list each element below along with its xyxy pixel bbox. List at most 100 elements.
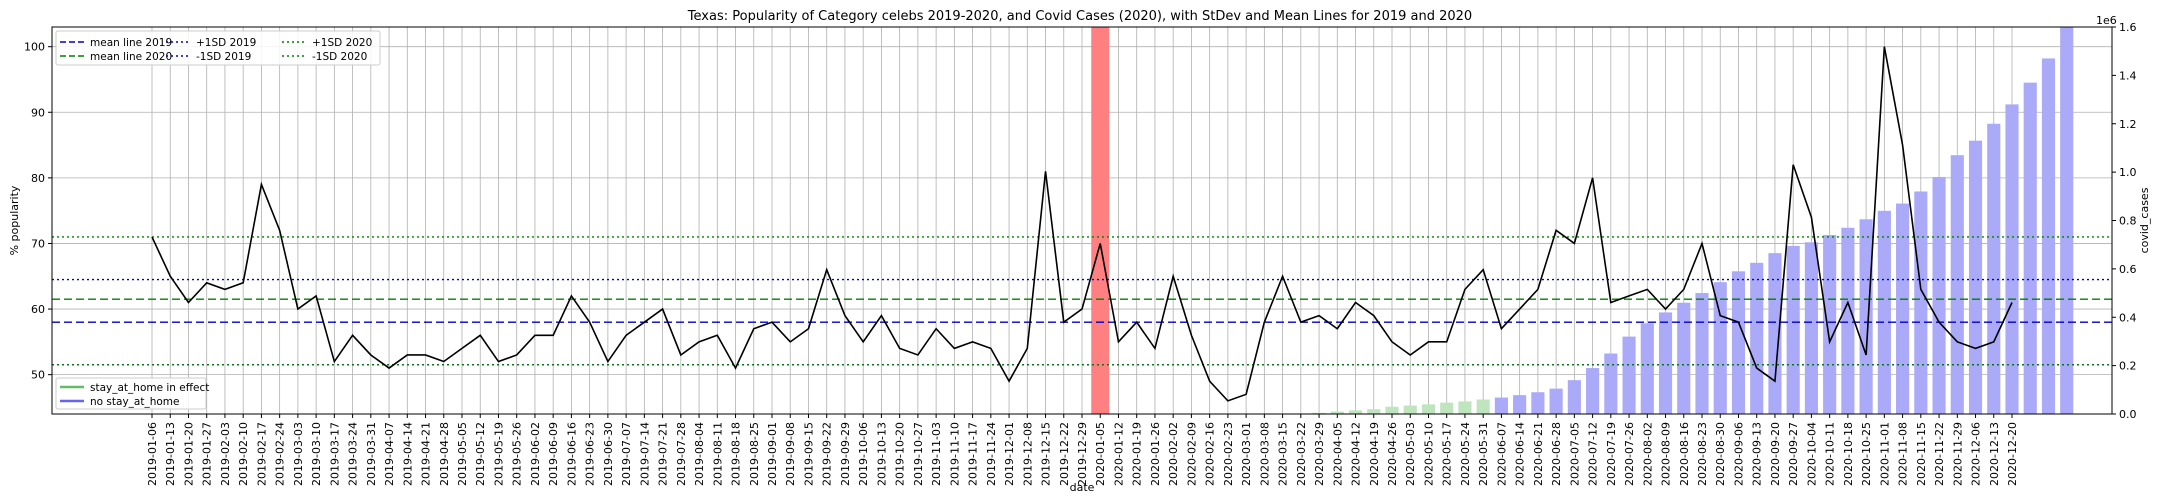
x-tick-label: 2020-10-25 xyxy=(1860,422,1873,486)
x-tick-label: 2019-05-12 xyxy=(474,422,487,486)
covid-cases-bar xyxy=(1312,412,1326,414)
legend-lower: stay_at_home in effect no stay_at_home xyxy=(55,377,209,410)
covid-cases-bar xyxy=(1914,191,1928,414)
x-tick-label: 2019-02-17 xyxy=(255,422,268,486)
x-tick-label: 2020-05-24 xyxy=(1459,422,1472,486)
x-tick-label: 2020-01-05 xyxy=(1094,422,1107,486)
covid-cases-bar xyxy=(1440,402,1454,414)
x-tick-label: 2020-10-11 xyxy=(1824,422,1837,486)
x-tick-label: 2020-06-21 xyxy=(1532,422,1545,486)
covid-cases-bar xyxy=(1586,368,1600,414)
x-tick-label: 2019-03-31 xyxy=(365,422,378,486)
covid-cases-bar xyxy=(1458,401,1472,414)
covid-cases-bar xyxy=(1987,123,2001,414)
x-tick-label: 2019-11-03 xyxy=(930,422,943,486)
x-tick-label: 2020-04-05 xyxy=(1331,422,1344,486)
x-tick-label: 2020-03-15 xyxy=(1277,422,1290,486)
right-axis-multiplier: 1e6 xyxy=(2096,14,2117,27)
x-tick-label: 2020-11-01 xyxy=(1878,422,1891,486)
x-tick-label: 2019-07-28 xyxy=(675,422,688,486)
x-tick-label: 2019-01-20 xyxy=(182,422,195,486)
y-right-tick-label: 0.8 xyxy=(2119,215,2137,228)
x-tick-label: 2020-08-16 xyxy=(1678,422,1691,486)
x-tick-label: 2020-07-19 xyxy=(1605,422,1618,486)
x-tick-label: 2020-11-08 xyxy=(1897,422,1910,486)
highlight-band xyxy=(1091,27,1110,414)
x-tick-label: 2019-06-30 xyxy=(602,422,615,486)
x-tick-label: 2020-11-29 xyxy=(1951,422,1964,486)
x-tick-label: 2020-04-26 xyxy=(1386,422,1399,486)
x-tick-label: 2020-05-03 xyxy=(1404,422,1417,486)
y-left-tick-label: 80 xyxy=(31,172,45,185)
x-tick-label: 2020-08-23 xyxy=(1696,422,1709,486)
covid-cases-bar xyxy=(2005,104,2019,415)
x-tick-label: 2019-03-10 xyxy=(310,422,323,486)
x-tick-label: 2020-09-20 xyxy=(1769,422,1782,486)
x-tick-label: 2019-01-13 xyxy=(164,422,177,486)
x-tick-label: 2019-05-26 xyxy=(511,422,524,486)
x-tick-label: 2020-11-15 xyxy=(1915,422,1928,486)
covid-cases-bar xyxy=(2060,27,2074,414)
y-right-tick-label: 0.4 xyxy=(2119,311,2137,324)
x-tick-label: 2019-08-04 xyxy=(693,422,706,486)
ref-lines-layer xyxy=(52,236,2112,366)
x-tick-label: 2020-02-23 xyxy=(1222,422,1235,486)
covid-cases-bar xyxy=(1950,155,1964,414)
legend-upper-label: mean line 2020 xyxy=(90,51,172,63)
highlight-layer xyxy=(1091,27,1110,414)
x-tick-label: 2020-07-05 xyxy=(1568,422,1581,486)
x-tick-label: 2020-02-16 xyxy=(1204,422,1217,486)
covid-cases-bar xyxy=(1841,227,1855,414)
x-tick-label: 2019-09-22 xyxy=(821,422,834,486)
legend-lower-label: no stay_at_home xyxy=(90,396,179,408)
x-tick-label: 2020-06-28 xyxy=(1550,422,1563,486)
x-tick-label: 2019-10-06 xyxy=(857,422,870,486)
x-tick-label: 2020-03-22 xyxy=(1295,422,1308,486)
chart-title: Texas: Popularity of Category celebs 201… xyxy=(687,9,1472,24)
x-tick-label: 2020-01-19 xyxy=(1131,422,1144,486)
covid-cases-bar xyxy=(1896,203,1910,414)
x-tick-label: 2020-12-13 xyxy=(1988,422,2001,486)
x-tick-label: 2020-10-04 xyxy=(1805,422,1818,486)
x-tick-label: 2019-08-25 xyxy=(748,422,761,486)
x-tick-label: 2019-06-02 xyxy=(529,422,542,486)
x-tick-label: 2019-12-22 xyxy=(1058,422,1071,486)
covid-cases-bar xyxy=(1877,210,1891,414)
covid-cases-bar xyxy=(1658,312,1673,414)
legend-lower-box xyxy=(55,377,207,410)
legend-upper-label: +1SD 2019 xyxy=(196,37,256,49)
x-tick-label: 2020-08-09 xyxy=(1660,422,1673,486)
x-axis-title: date xyxy=(1070,481,1095,494)
y-right-tick-label: 0.6 xyxy=(2119,263,2137,276)
x-tick-label: 2020-08-02 xyxy=(1641,422,1654,486)
x-tick-label: 2019-12-15 xyxy=(1040,422,1053,486)
x-tick-label: 2019-12-29 xyxy=(1076,422,1089,486)
y-left-tick-label: 90 xyxy=(31,106,45,119)
x-tick-label: 2019-02-24 xyxy=(274,422,287,486)
x-tick-label: 2019-07-07 xyxy=(620,422,633,486)
covid-cases-bar xyxy=(1531,392,1545,414)
covid-cases-bar xyxy=(1549,388,1563,414)
x-tick-label: 2019-01-27 xyxy=(201,422,214,486)
covid-cases-bar xyxy=(1385,406,1399,414)
x-tick-label: 2019-03-17 xyxy=(328,422,341,486)
x-tick-label: 2019-11-17 xyxy=(967,422,980,486)
x-tick-label: 2020-03-08 xyxy=(1258,422,1271,486)
x-tick-label: 2019-03-24 xyxy=(347,422,360,486)
x-tick-label: 2019-06-23 xyxy=(584,422,597,486)
covid-cases-bar xyxy=(1768,253,1782,414)
y-left-tick-label: 70 xyxy=(31,237,45,250)
y-right-tick-label: 1.2 xyxy=(2119,118,2137,131)
x-tick-label: 2019-09-15 xyxy=(802,422,815,486)
x-tick-label: 2019-04-07 xyxy=(383,422,396,486)
x-tick-label: 2020-12-20 xyxy=(2006,422,2019,486)
legend-upper-label: -1SD 2019 xyxy=(196,51,251,63)
x-tick-label: 2019-02-03 xyxy=(219,422,232,486)
x-tick-label: 2019-08-11 xyxy=(711,422,724,486)
y-left-tick-label: 60 xyxy=(31,303,45,316)
x-tick-label: 2019-12-08 xyxy=(1021,422,1034,486)
covid-cases-bar xyxy=(1695,293,1709,414)
covid-cases-bar xyxy=(1804,242,1818,414)
x-tick-label: 2020-10-18 xyxy=(1842,422,1855,486)
